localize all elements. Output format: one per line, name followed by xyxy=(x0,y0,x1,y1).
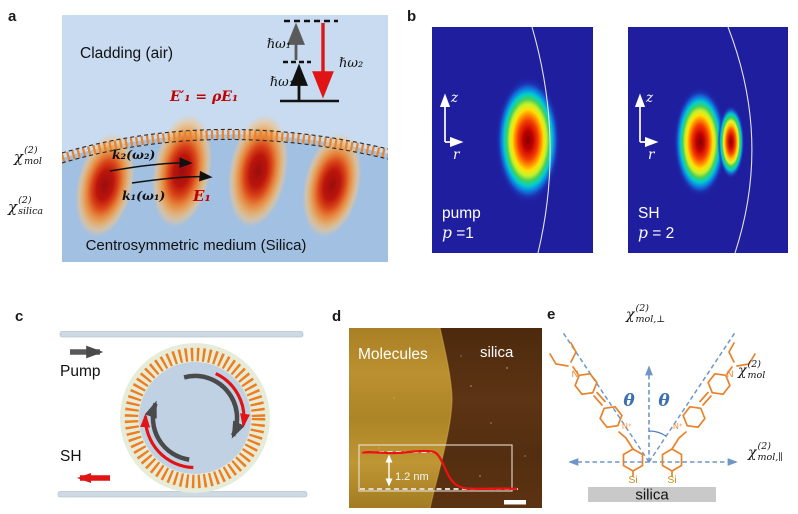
ring-molecule-fringe xyxy=(124,347,266,489)
step-height-label: 1.2 nm xyxy=(395,471,429,483)
n-plus-label-right: N⁺ xyxy=(673,422,683,431)
k1-wavevector-arrow xyxy=(131,170,213,184)
energy-level-diagram: ℏω₁ ℏω₁ ℏω₂ xyxy=(267,19,363,103)
panel-e-label: e xyxy=(547,306,556,323)
nitrogen-label-right: N xyxy=(727,369,734,380)
chi-superscript: (2) xyxy=(757,441,771,452)
field-relation-label: E′₁ = ρE₁ xyxy=(169,89,238,105)
hbar-omega1-lower-label: ℏω₁ xyxy=(270,75,294,90)
chi2-mol-axis-label: χ (2) mol xyxy=(738,359,766,382)
sh-map-title: SH xyxy=(638,205,660,222)
pump-label: Pump xyxy=(60,363,101,380)
pump-mode-map: z r pump p =1 xyxy=(432,27,593,253)
mode-value: = 2 xyxy=(648,225,674,242)
scale-bar xyxy=(504,500,526,505)
panel-a-schematic: k₂(ω₂) k₁(ω₁) E₁ Cladding (air) E′₁ = ρE… xyxy=(62,15,388,262)
afm-image: Molecules silica 1.2 nm xyxy=(349,328,542,508)
chi-superscript: (2) xyxy=(635,303,649,314)
silica-region-label: silica xyxy=(480,344,514,361)
mode-lobe xyxy=(75,132,135,238)
r-axis-label: r xyxy=(648,147,656,163)
interface-dashed-line-lower xyxy=(62,138,388,164)
sh-mode-main-lobe xyxy=(673,86,727,198)
chi-symbol: χ xyxy=(14,148,24,166)
chi-subscript: mol xyxy=(747,369,766,381)
pump-mode-number: p =1 xyxy=(442,224,474,242)
nitrogen-label-left: N xyxy=(572,369,579,380)
panel-c-label: c xyxy=(15,308,24,325)
chi-subscript: mol xyxy=(24,155,42,167)
chi-superscript: (2) xyxy=(24,145,38,156)
bus-waveguide-top xyxy=(59,331,304,338)
inset-box xyxy=(358,444,513,492)
theta-angle-label-right: θ xyxy=(658,391,670,411)
resonator-boundary-curve xyxy=(727,27,753,253)
chi2-mol-parallel-label: χ (2) mol,∥ xyxy=(748,441,783,464)
molecular-orientation-schematic: N N N⁺ N⁺ Si Si θ θ silica xyxy=(549,330,756,504)
k2-wavevector-arrow xyxy=(109,157,193,172)
chi2-mol-perpendicular-label: χ (2) mol,⊥ xyxy=(626,303,666,326)
hbar-omega2-label: ℏω₂ xyxy=(339,56,363,71)
chi-subscript: mol,∥ xyxy=(757,451,783,463)
interface-dashed-line-upper xyxy=(62,128,388,154)
molecules-region-label: Molecules xyxy=(358,346,428,363)
sh-mode-secondary-lobe xyxy=(717,105,745,179)
chi-symbol: χ xyxy=(8,198,18,216)
si-anchor-label-right: Si xyxy=(667,474,676,486)
chi2-mol-label: χ (2) mol xyxy=(14,145,42,168)
substrate-label: silica xyxy=(635,487,669,504)
k2-label: k₂(ω₂) xyxy=(112,147,155,162)
mode-variable: p xyxy=(638,224,648,242)
chi-symbol: χ xyxy=(748,445,757,461)
chi2-silica-label: χ (2) silica xyxy=(8,195,44,218)
sh-mode-map: z r SH p = 2 xyxy=(628,27,788,253)
sh-mode-number: p = 2 xyxy=(638,224,674,242)
molecular-axis-dashed-right xyxy=(648,330,737,463)
mode-lobe xyxy=(227,114,289,228)
bus-waveguide-bottom xyxy=(57,491,308,498)
mode-lobe xyxy=(302,132,362,238)
circulating-sh-arrow-bottom xyxy=(140,413,194,470)
step-edge xyxy=(429,328,453,508)
r-axis-label: r xyxy=(453,147,461,163)
n-plus-label-left: N⁺ xyxy=(622,422,632,431)
panel-a-label: a xyxy=(8,8,17,25)
k1-label: k₁(ω₁) xyxy=(122,188,165,203)
theta-angle-label-left: θ xyxy=(623,391,635,411)
z-axis-label: z xyxy=(645,90,654,106)
pump-map-title: pump xyxy=(442,205,481,222)
mode-variable: p xyxy=(442,224,452,242)
molecule-afm-region xyxy=(349,328,452,508)
circulating-pump-arrow-bottom xyxy=(144,400,190,462)
medium-label: Centrosymmetric medium (Silica) xyxy=(86,237,307,254)
chi-symbol: χ xyxy=(626,307,635,323)
theta-angle-arc xyxy=(648,430,667,437)
chi-symbol: χ xyxy=(738,363,747,379)
chi-superscript: (2) xyxy=(18,195,32,206)
mode-value: =1 xyxy=(452,225,474,242)
sh-label: SH xyxy=(60,448,82,465)
hbar-omega1-upper-label: ℏω₁ xyxy=(267,37,291,52)
chi-subscript: silica xyxy=(18,205,44,217)
panel-b-label: b xyxy=(407,8,417,25)
si-anchor-label-left: Si xyxy=(628,474,637,486)
resonator-boundary-curve xyxy=(531,27,551,253)
afm-surface-specks xyxy=(378,355,526,478)
step-profile-curve xyxy=(361,449,518,491)
ring-resonator-schematic: Pump SH xyxy=(57,331,308,498)
circulating-pump-arrow-top xyxy=(183,373,245,439)
panel-d-label: d xyxy=(332,308,342,325)
circulating-sh-arrow-top xyxy=(214,372,250,428)
e1-field-label: E₁ xyxy=(192,187,211,205)
z-axis-label: z xyxy=(450,90,459,106)
cladding-label: Cladding (air) xyxy=(80,45,173,62)
silica-substrate xyxy=(588,487,716,502)
ring-resonator-disk xyxy=(139,362,251,474)
pump-mode-intensity-lobe xyxy=(495,76,561,204)
chi-superscript: (2) xyxy=(747,359,761,370)
chi-subscript: mol,⊥ xyxy=(635,313,666,325)
height-profile-inset: 1.2 nm xyxy=(358,444,518,492)
